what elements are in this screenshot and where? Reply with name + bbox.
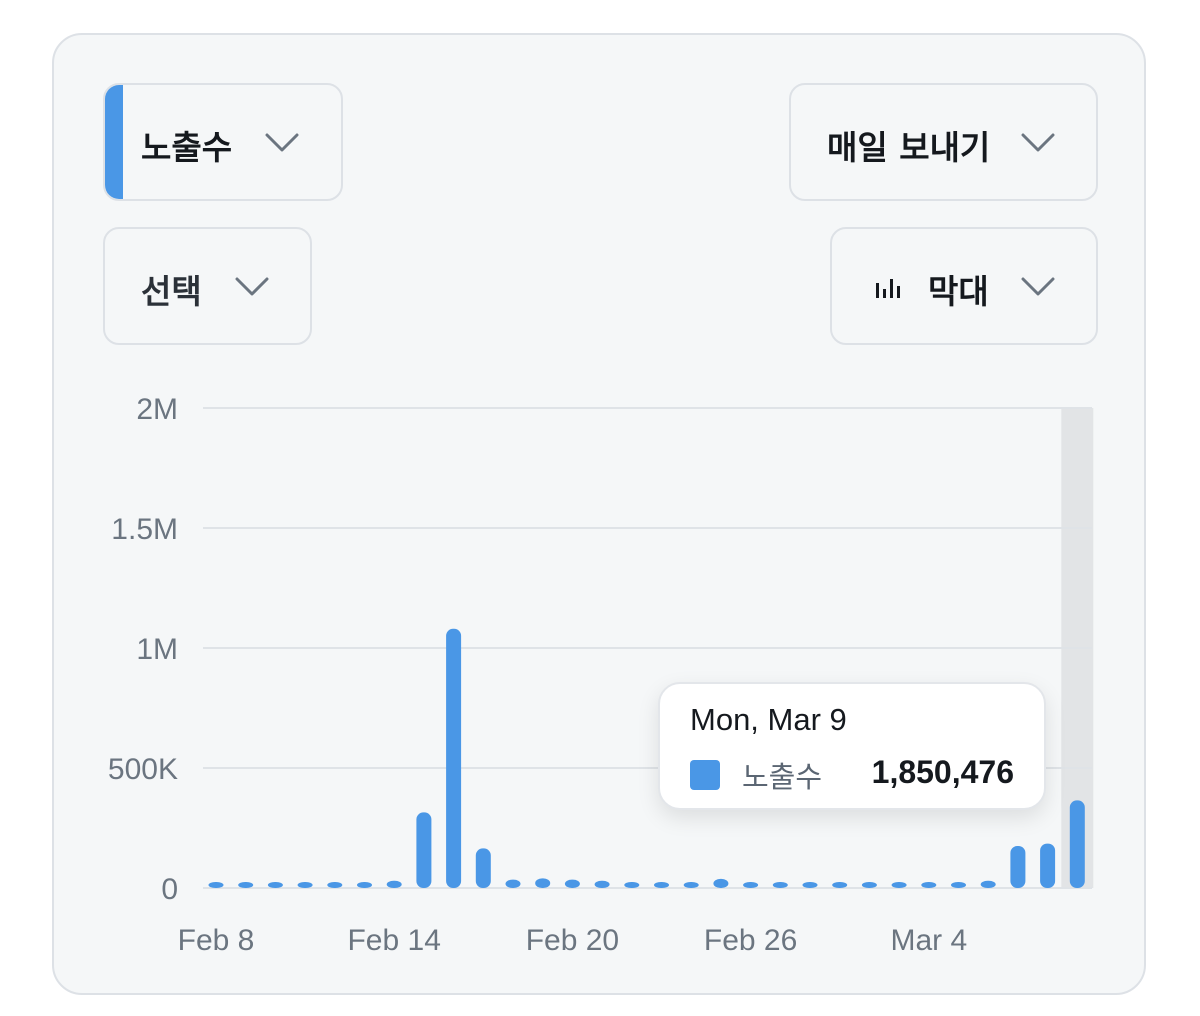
- y-tick-label: 1.5M: [111, 513, 178, 546]
- x-tick-label: Feb 26: [704, 924, 797, 957]
- tooltip-series-label: 노출수: [742, 760, 823, 794]
- bar: [861, 882, 877, 888]
- bar: [654, 882, 669, 888]
- bar: [564, 879, 580, 888]
- bar: [802, 882, 818, 888]
- x-tick-label: Mar 4: [890, 924, 967, 957]
- chart-type-dropdown[interactable]: 막대: [830, 227, 1098, 345]
- bar: [624, 882, 640, 888]
- bar: [1010, 846, 1026, 888]
- bar: [1069, 800, 1085, 888]
- metric-dropdown[interactable]: 노출수: [103, 83, 343, 201]
- bar: [238, 882, 254, 888]
- x-tick-label: Feb 8: [178, 924, 255, 957]
- export-dropdown-label: 매일 보내기: [827, 128, 991, 167]
- bar: [327, 882, 343, 888]
- x-tick-label: Feb 20: [526, 924, 619, 957]
- chevron-down-icon: [1021, 277, 1055, 296]
- chevron-down-icon: [1021, 133, 1055, 152]
- bar: [891, 882, 907, 888]
- tooltip-series-swatch: [690, 760, 720, 790]
- chevron-down-icon: [235, 277, 269, 296]
- y-tick-label: 500K: [108, 753, 178, 786]
- export-dropdown[interactable]: 매일 보내기: [789, 83, 1098, 201]
- y-tick-label: 0: [161, 873, 178, 906]
- y-tick-label: 2M: [136, 393, 178, 426]
- bar: [683, 882, 699, 888]
- bar: [446, 628, 462, 888]
- bar: [416, 812, 432, 888]
- bar: [713, 878, 729, 888]
- bar: [208, 882, 224, 888]
- bar: [594, 880, 610, 888]
- bar: [951, 882, 966, 888]
- bar: [1040, 843, 1056, 888]
- metric-color-indicator: [105, 85, 123, 199]
- compare-dropdown[interactable]: 선택: [103, 227, 312, 345]
- bar: [386, 880, 402, 888]
- bar: [267, 882, 283, 888]
- bar: [357, 882, 372, 888]
- bar: [505, 879, 521, 888]
- bar: [743, 882, 759, 888]
- tooltip-date: Mon, Mar 9: [690, 702, 847, 737]
- bar: [475, 848, 491, 888]
- x-tick-label: Feb 14: [347, 924, 440, 957]
- bar: [297, 882, 313, 888]
- metric-dropdown-label: 노출수: [141, 128, 233, 167]
- chart-type-dropdown-label: 막대: [928, 272, 989, 311]
- bar: [772, 882, 788, 888]
- chevron-down-icon: [265, 133, 299, 152]
- compare-dropdown-label: 선택: [141, 272, 202, 311]
- bar: [921, 882, 937, 888]
- bar-chart-icon: [876, 279, 900, 298]
- chart-tooltip: Mon, Mar 9 노출수 1,850,476: [658, 682, 1046, 810]
- y-tick-label: 1M: [136, 633, 178, 666]
- bar: [980, 880, 996, 888]
- bar: [535, 878, 551, 888]
- bar: [832, 882, 848, 888]
- tooltip-value: 1,850,476: [871, 754, 1014, 790]
